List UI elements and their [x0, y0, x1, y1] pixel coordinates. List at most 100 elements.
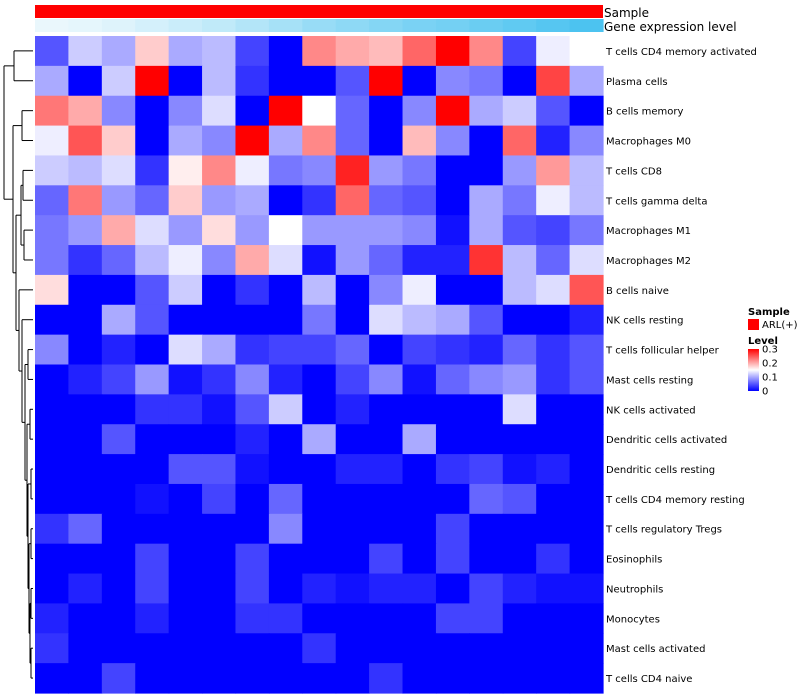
heatmap-cell: [369, 633, 404, 664]
heatmap-cell: [235, 125, 270, 157]
heatmap-cell: [502, 155, 537, 186]
heatmap-cell: [235, 663, 270, 694]
heatmap-cell: [302, 334, 337, 366]
heatmap-cell: [502, 543, 537, 575]
heatmap-cell: [536, 573, 571, 605]
heatmap-cell: [469, 95, 504, 127]
heatmap-cell: [502, 663, 537, 694]
heatmap-cell: [502, 394, 537, 425]
heatmap-cell: [268, 334, 303, 366]
heatmap-cell: [335, 573, 370, 605]
row-label: T cells CD4 naive: [605, 674, 692, 685]
heatmap-cell: [35, 95, 70, 127]
heatmap-cell: [335, 274, 370, 306]
heatmap-cell: [68, 36, 103, 67]
heatmap-cell: [135, 125, 170, 157]
heatmap-cell: [569, 454, 604, 485]
heatmap-cell: [101, 633, 136, 664]
heatmap-cell: [268, 274, 303, 306]
heatmap-cell: [168, 125, 203, 157]
heatmap-cell: [35, 274, 70, 306]
heatmap-cell: [101, 573, 136, 605]
heatmap-cell: [335, 155, 370, 186]
heatmap-cell: [536, 483, 571, 515]
legend-sample-title: Sample: [748, 307, 790, 318]
heatmap-cell: [369, 215, 404, 246]
heatmap-cell: [35, 424, 70, 455]
row-label: Mast cells resting: [606, 375, 693, 386]
heatmap-cell: [502, 274, 537, 306]
heatmap-cell: [569, 95, 604, 127]
heatmap-cell: [402, 603, 437, 634]
row-label: B cells naive: [606, 286, 669, 297]
heatmap-cell: [202, 215, 237, 246]
heatmap-cell: [369, 543, 404, 575]
heatmap-cell: [569, 603, 604, 634]
heatmap-cell: [469, 334, 504, 366]
heatmap-cell: [302, 245, 337, 276]
heatmap-cell: [335, 454, 370, 485]
heatmap-cell: [202, 65, 237, 97]
heatmap-cell: [369, 394, 404, 425]
legend-level-tick: 0: [762, 387, 768, 398]
heatmap-cell: [369, 364, 404, 395]
heatmap-cell: [202, 155, 237, 186]
heatmap-cell: [35, 185, 70, 216]
legend: Sample ARL(+) Level 0.3 0.2 0.1 0: [748, 307, 798, 398]
heatmap-cell: [335, 394, 370, 425]
heatmap-cell: [268, 245, 303, 276]
heatmap-cell: [202, 36, 237, 67]
heatmap-cell: [369, 483, 404, 515]
row-label: T cells CD4 memory resting: [605, 495, 745, 506]
heatmap-cell: [302, 543, 337, 575]
heatmap-cell: [68, 454, 103, 485]
heatmap-cell: [435, 603, 470, 634]
heatmap-cell: [402, 95, 437, 127]
heatmap-cell: [202, 543, 237, 575]
heatmap-cell: [135, 603, 170, 634]
heatmap-cell: [435, 364, 470, 395]
heatmap-cell: [335, 483, 370, 515]
heatmap-cell: [235, 483, 270, 515]
legend-level-colorbar: [748, 349, 759, 391]
heatmap-cell: [302, 125, 337, 157]
heatmap-cell: [302, 603, 337, 634]
heatmap-cell: [435, 633, 470, 664]
row-label: T cells follicular helper: [605, 346, 720, 357]
heatmap-cell: [569, 364, 604, 395]
gene-expression-cell: [502, 19, 537, 32]
gene-expression-cell: [469, 19, 504, 32]
heatmap-cell: [569, 394, 604, 425]
heatmap-cell: [469, 633, 504, 664]
heatmap-cell: [135, 334, 170, 366]
annotation-tracks: Sample Gene expression level: [35, 5, 737, 34]
row-label: T cells regulatory Tregs: [605, 525, 722, 536]
heatmap-cell: [168, 36, 203, 67]
heatmap-cell: [35, 65, 70, 97]
heatmap-cell: [268, 65, 303, 97]
heatmap-cell: [35, 334, 70, 366]
heatmap-cell: [369, 513, 404, 545]
heatmap-cell: [168, 274, 203, 306]
heatmap-cell: [235, 215, 270, 246]
heatmap-cell: [435, 274, 470, 306]
heatmap-cell: [101, 513, 136, 545]
heatmap-cell: [68, 663, 103, 694]
heatmap-cell: [435, 36, 470, 67]
heatmap-cell: [569, 185, 604, 216]
row-label: Monocytes: [606, 614, 660, 625]
heatmap-cell: [369, 155, 404, 186]
heatmap-cell: [101, 364, 136, 395]
heatmap-cell: [68, 185, 103, 216]
heatmap-cell: [369, 573, 404, 605]
heatmap-cell: [135, 304, 170, 336]
heatmap-cell: [202, 633, 237, 664]
heatmap-cell: [268, 483, 303, 515]
heatmap-cell: [302, 394, 337, 425]
heatmap-cell: [35, 36, 70, 67]
heatmap-cell: [101, 125, 136, 157]
heatmap-cell: [168, 245, 203, 276]
heatmap-cell: [168, 633, 203, 664]
heatmap-cell: [536, 36, 571, 67]
row-labels: T cells CD4 memory activated Plasma cells…: [605, 47, 757, 685]
